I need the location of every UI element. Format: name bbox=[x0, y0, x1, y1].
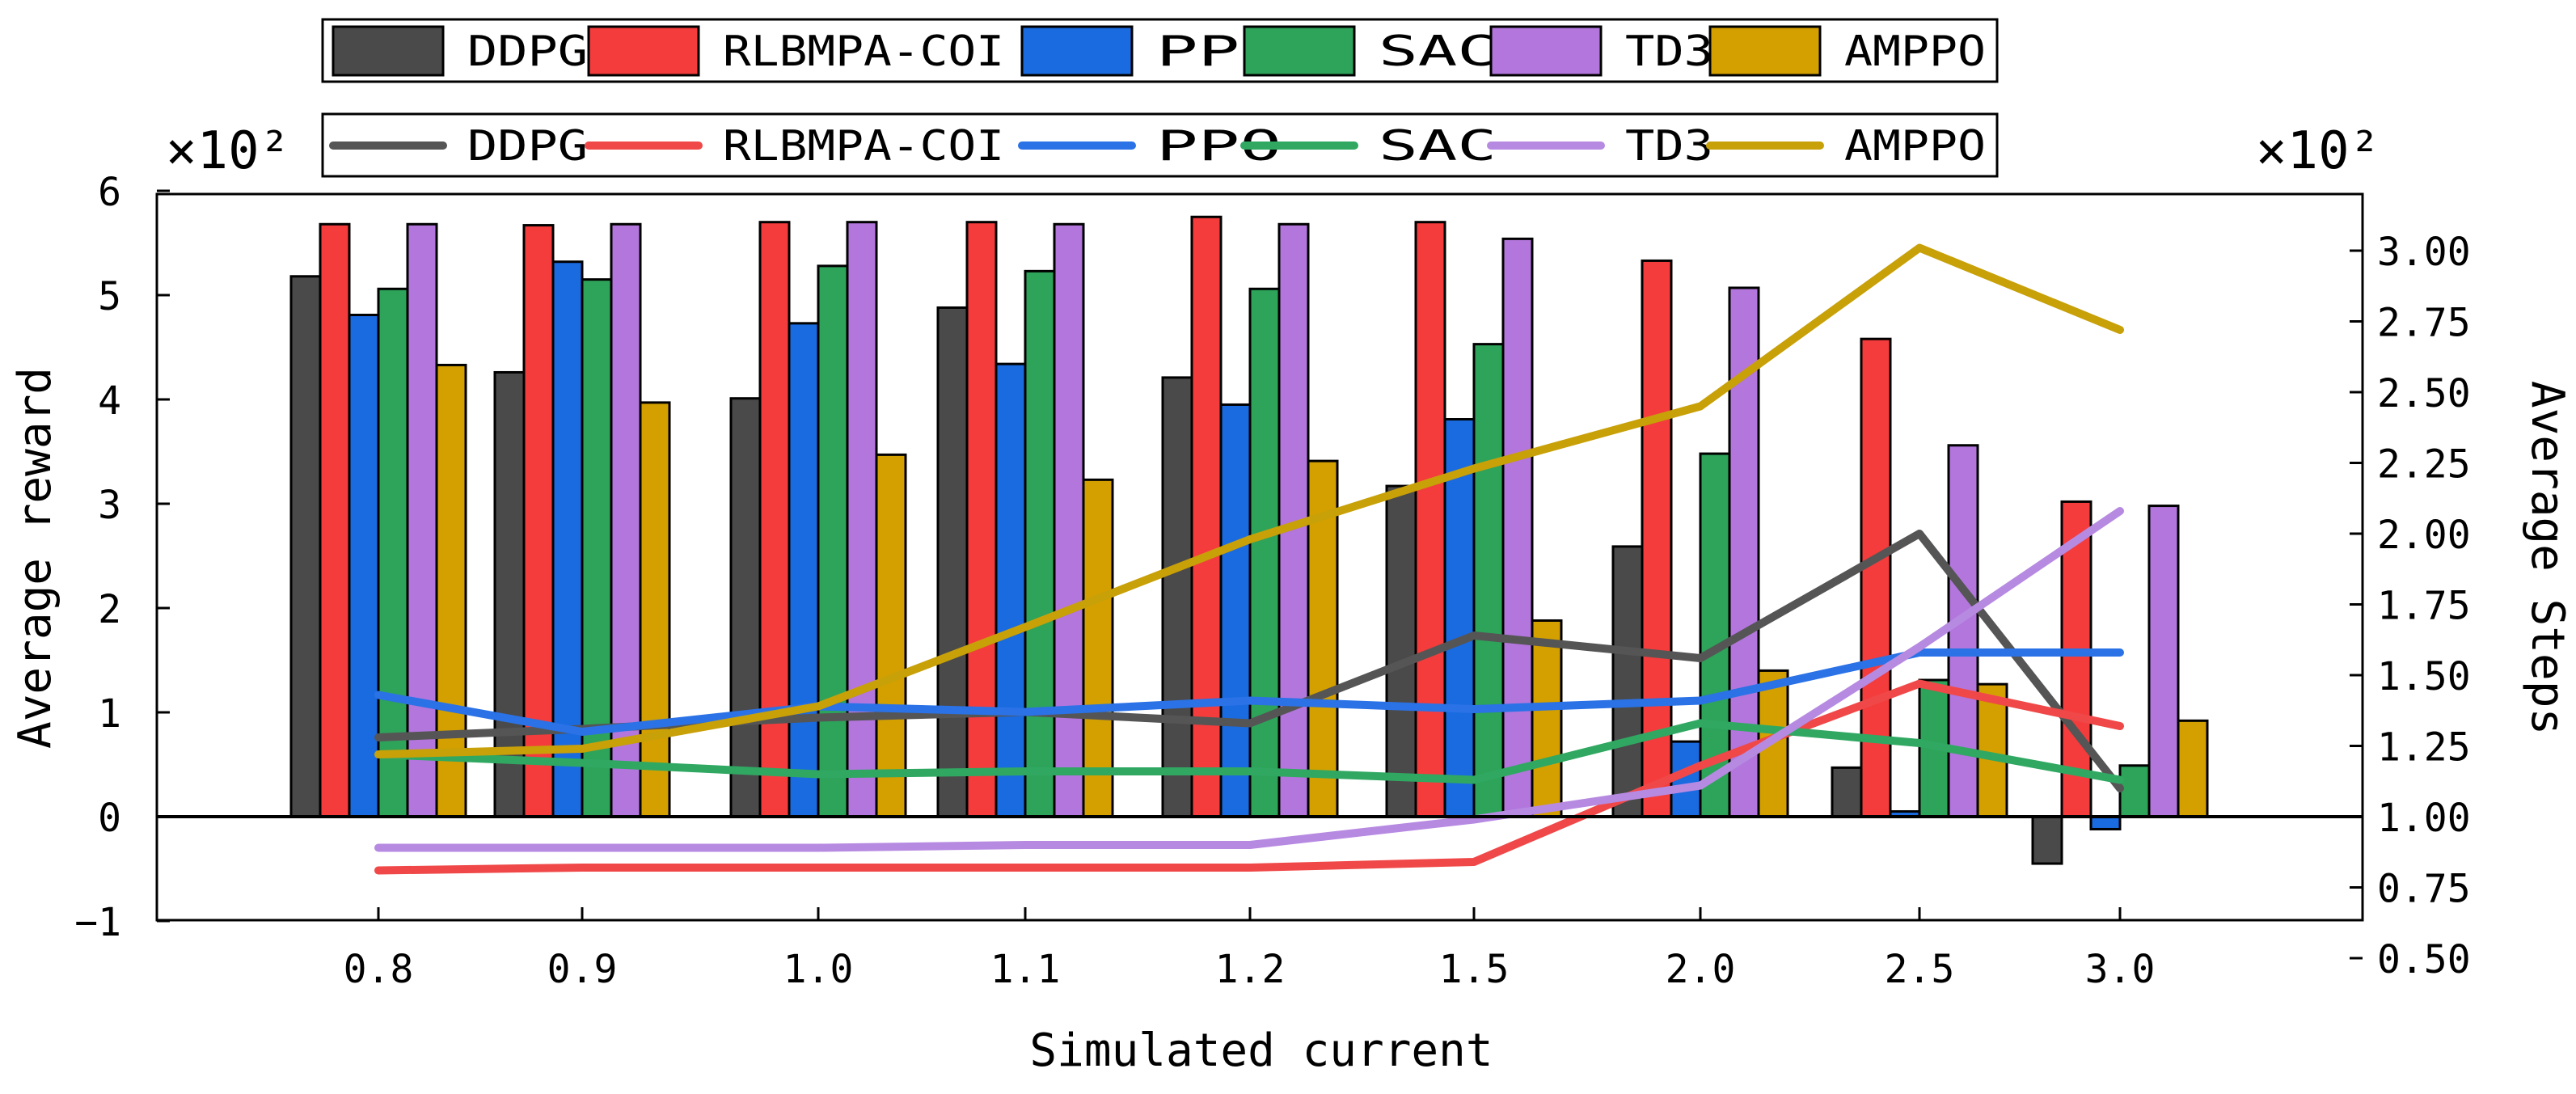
right-tick-label: 2.50 bbox=[2377, 371, 2471, 416]
bar-ppo-1.0 bbox=[788, 322, 820, 818]
bar-legend-swatch-rlbmpa-coi bbox=[587, 25, 700, 77]
bar-ddpg-1.0 bbox=[729, 397, 762, 818]
right-tick-label: 2.00 bbox=[2377, 513, 2471, 558]
bar-amppo-1.5 bbox=[1531, 619, 1563, 818]
bar-amppo-1.1 bbox=[1082, 478, 1114, 818]
left-tick-label: 6 bbox=[98, 170, 121, 215]
bar-rlbmpa-coi-0.8 bbox=[319, 222, 351, 818]
left-tick-label: 2 bbox=[98, 587, 121, 632]
x-tick-label: 1.0 bbox=[783, 947, 854, 992]
bar-td3-1.0 bbox=[846, 221, 878, 818]
x-tick-label: 1.2 bbox=[1215, 947, 1286, 992]
right-tick-label: 0.75 bbox=[2377, 867, 2471, 912]
bar-ppo-1.1 bbox=[995, 362, 1027, 818]
line-sac bbox=[374, 719, 2124, 784]
bar-sac-1.1 bbox=[1024, 269, 1056, 818]
x-tick-label: 3.0 bbox=[2085, 947, 2156, 992]
bar-ddpg-3.0 bbox=[2031, 815, 2063, 865]
bar-rlbmpa-coi-1.0 bbox=[758, 221, 791, 818]
bar-td3-0.8 bbox=[406, 222, 438, 818]
line-amppo bbox=[374, 243, 2124, 758]
bar-legend-swatch-ppo bbox=[1020, 25, 1134, 77]
right-tick-label: 2.75 bbox=[2377, 301, 2471, 346]
bar-ppo-3.0 bbox=[2089, 815, 2122, 830]
bar-legend-label-sac: SAC bbox=[1379, 27, 1497, 76]
bar-ddpg-0.8 bbox=[289, 275, 322, 818]
left-tick-label: 4 bbox=[98, 378, 121, 424]
y-axis-label-right: Average Steps bbox=[2521, 381, 2574, 735]
bar-sac-3.0 bbox=[2118, 764, 2151, 818]
line-legend-label-sac: SAC bbox=[1379, 122, 1497, 171]
bar-amppo-3.0 bbox=[2177, 719, 2209, 818]
line-ppo bbox=[374, 648, 2124, 736]
bar-ddpg-1.2 bbox=[1161, 376, 1193, 818]
x-tick-label: 2.5 bbox=[1885, 947, 1955, 992]
bar-ppo-1.2 bbox=[1219, 403, 1252, 818]
plot-frame bbox=[155, 192, 2364, 922]
bar-td3-1.1 bbox=[1053, 222, 1085, 818]
bar-sac-1.5 bbox=[1472, 343, 1505, 818]
bar-ddpg-2.5 bbox=[1831, 766, 1863, 818]
line-legend: DDPG RLBMPA-COI PPO SAC TD3 AMPPO bbox=[321, 112, 1999, 178]
bar-legend-label-rlbmpa-coi: RLBMPA-COI bbox=[723, 27, 1004, 76]
right-tick-label: 1.75 bbox=[2377, 584, 2471, 629]
bar-ddpg-2.0 bbox=[1611, 545, 1644, 818]
line-legend-label-td3: TD3 bbox=[1625, 122, 1713, 171]
bar-legend-swatch-amppo bbox=[1708, 25, 1822, 77]
left-axis-ticks: −1 0 1 2 3 4 5 6 bbox=[74, 170, 170, 945]
bar-td3-2.5 bbox=[1947, 444, 1979, 818]
right-tick-label: 2.25 bbox=[2377, 442, 2471, 488]
bar-legend-label-ddpg: DDPG bbox=[467, 27, 588, 76]
right-tick-label: 1.50 bbox=[2377, 654, 2471, 699]
line-td3 bbox=[374, 507, 2124, 852]
x-axis-label: Simulated current bbox=[1029, 1024, 1493, 1077]
x-tick-label: 1.1 bbox=[990, 947, 1061, 992]
right-tick-label: 1.00 bbox=[2377, 796, 2471, 841]
x-tick-label: 0.9 bbox=[547, 947, 618, 992]
y-axis-label-left: Average reward bbox=[9, 367, 61, 749]
bar-legend: DDPG RLBMPA-COI PPO SAC TD3 AMPPO bbox=[321, 18, 1999, 83]
bar-ddpg-1.5 bbox=[1385, 484, 1417, 818]
left-tick-label: −1 bbox=[74, 900, 121, 945]
bar-ppo-0.8 bbox=[348, 314, 380, 818]
line-legend-label-ddpg: DDPG bbox=[467, 122, 588, 171]
left-tick-label: 0 bbox=[98, 796, 121, 841]
bar-rlbmpa-coi-2.5 bbox=[1860, 337, 1892, 818]
bar-amppo-0.9 bbox=[639, 401, 671, 818]
right-axis-multiplier: ×10² bbox=[2256, 121, 2380, 181]
x-tick-label: 1.5 bbox=[1439, 947, 1510, 992]
line-legend-label-rlbmpa-coi: RLBMPA-COI bbox=[723, 122, 1004, 171]
bar-rlbmpa-coi-2.0 bbox=[1641, 259, 1673, 818]
right-axis-ticks: 0.50 0.75 1.00 1.25 1.50 1.75 2.00 2.25 2.50 2.75… bbox=[2350, 230, 2471, 982]
bar-td3-1.5 bbox=[1501, 237, 1534, 818]
right-tick-label: 0.50 bbox=[2377, 937, 2471, 982]
x-tick-label: 0.8 bbox=[344, 947, 414, 992]
left-axis-multiplier: ×10² bbox=[166, 121, 290, 181]
bar-legend-swatch-ddpg bbox=[332, 25, 445, 77]
x-axis-ticks: 0.8 0.9 1.0 1.1 1.2 1.5 2.0 2.5 3.0 bbox=[344, 907, 2156, 992]
bar-amppo-1.0 bbox=[875, 453, 907, 818]
line-legend-label-amppo: AMPPO bbox=[1844, 122, 1986, 171]
right-tick-label: 3.00 bbox=[2377, 230, 2471, 275]
bar-sac-1.2 bbox=[1248, 287, 1281, 818]
left-tick-label: 3 bbox=[98, 483, 121, 528]
bar-rlbmpa-coi-1.2 bbox=[1190, 215, 1223, 818]
bar-legend-swatch-sac bbox=[1243, 25, 1356, 77]
bar-sac-1.0 bbox=[817, 264, 849, 818]
bar-td3-3.0 bbox=[2147, 505, 2180, 818]
right-tick-label: 1.25 bbox=[2377, 725, 2471, 771]
x-tick-label: 2.0 bbox=[1666, 947, 1736, 992]
left-tick-label: 5 bbox=[98, 274, 121, 319]
bar-legend-label-td3: TD3 bbox=[1625, 27, 1713, 76]
bar-ddpg-1.1 bbox=[936, 306, 969, 818]
bar-rlbmpa-coi-1.5 bbox=[1414, 221, 1446, 818]
bar-rlbmpa-coi-1.1 bbox=[965, 221, 998, 818]
bar-legend-swatch-td3 bbox=[1489, 25, 1603, 77]
bar-sac-0.9 bbox=[581, 278, 613, 818]
bar-legend-label-amppo: AMPPO bbox=[1844, 27, 1986, 76]
line-rlbmpa-coi bbox=[374, 679, 2124, 875]
lines-layer bbox=[374, 243, 2124, 875]
left-tick-label: 1 bbox=[98, 691, 121, 737]
